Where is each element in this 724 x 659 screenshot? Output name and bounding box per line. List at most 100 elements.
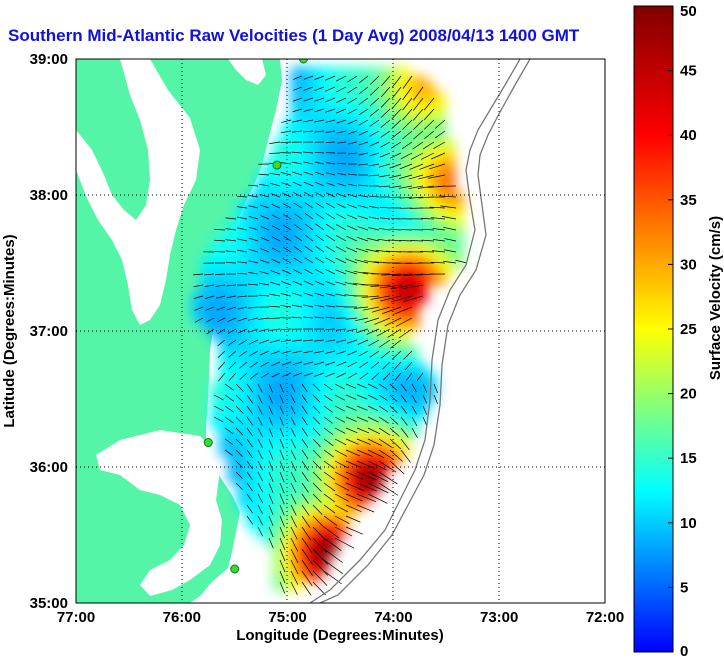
velocity-vector: [291, 304, 303, 308]
velocity-vector: [237, 261, 248, 264]
velocity-vector: [235, 427, 244, 436]
velocity-cell: [336, 76, 347, 87]
velocity-vector: [304, 268, 314, 275]
velocity-cell: [336, 508, 347, 519]
velocity-vector: [235, 460, 243, 468]
velocity-vector: [336, 224, 347, 231]
velocity-vector: [389, 394, 398, 402]
velocity-cell: [426, 85, 437, 96]
velocity-vector: [247, 317, 259, 321]
x-tick-label: 72:00: [586, 609, 624, 626]
velocity-cell: [237, 256, 248, 267]
velocity-vector: [367, 427, 381, 435]
velocity-cell: [363, 247, 374, 258]
velocity-vector: [290, 515, 298, 528]
velocity-vector: [224, 405, 234, 413]
velocity-cell: [345, 391, 356, 402]
velocity-cell: [273, 391, 284, 402]
velocity-cell: [228, 400, 239, 411]
velocity-cell: [408, 364, 419, 375]
velocity-cell: [408, 355, 419, 366]
velocity-cell: [318, 103, 329, 114]
velocity-cell: [273, 373, 284, 384]
velocity-vector: [268, 504, 274, 515]
velocity-cell: [255, 265, 266, 276]
velocity-vector: [268, 493, 274, 504]
velocity-vector: [344, 270, 358, 275]
velocity-cell: [318, 112, 329, 123]
velocity-vector: [370, 284, 391, 287]
velocity-cell: [345, 202, 356, 213]
velocity-cell: [228, 373, 239, 384]
velocity-vector: [270, 193, 281, 198]
velocity-cell: [381, 355, 392, 366]
velocity-cell: [363, 292, 374, 303]
velocity-cell: [318, 490, 329, 501]
velocity-cell: [255, 337, 266, 348]
velocity-vector: [422, 383, 428, 393]
velocity-cell: [318, 328, 329, 339]
velocity-vector: [393, 361, 402, 370]
velocity-cell: [228, 355, 239, 366]
velocity-vector: [336, 361, 347, 367]
velocity-vector: [325, 119, 336, 123]
velocity-cell: [372, 265, 383, 276]
velocity-cell: [363, 85, 374, 96]
velocity-cell: [354, 247, 365, 258]
velocity-vector: [272, 225, 281, 231]
velocity-cell: [273, 382, 284, 393]
velocity-vector: [194, 317, 204, 323]
velocity-vector: [225, 228, 237, 231]
velocity-vector: [271, 247, 281, 253]
velocity-vector: [412, 141, 424, 150]
velocity-cell: [210, 301, 221, 312]
velocity-cell: [282, 580, 293, 591]
velocity-vector: [315, 245, 325, 253]
velocity-vector: [290, 493, 297, 505]
velocity-vector: [334, 537, 355, 549]
velocity-vector: [303, 119, 314, 123]
velocity-cell: [273, 526, 284, 537]
velocity-vector: [380, 86, 391, 98]
velocity-cell: [318, 301, 329, 312]
velocity-cell: [444, 247, 455, 258]
velocity-vector: [347, 183, 358, 187]
velocity-vector: [218, 372, 226, 382]
velocity-vector: [290, 471, 297, 483]
velocity-vector: [412, 97, 424, 111]
velocity-cell: [426, 256, 437, 267]
velocity-cell: [381, 364, 392, 375]
velocity-cell: [291, 229, 302, 240]
velocity-cell: [327, 130, 338, 141]
velocity-cell: [255, 409, 266, 420]
velocity-vector: [248, 216, 259, 220]
velocity-vector: [411, 427, 418, 439]
velocity-cell: [318, 409, 329, 420]
velocity-cell: [282, 229, 293, 240]
velocity-cell: [318, 337, 329, 348]
velocity-cell: [417, 220, 428, 231]
velocity-cell: [372, 229, 383, 240]
velocity-cell: [255, 310, 266, 321]
velocity-vector: [389, 460, 405, 475]
velocity-vector: [358, 86, 369, 95]
velocity-vector: [413, 130, 424, 140]
velocity-cell: [273, 562, 284, 573]
velocity-cell: [237, 463, 248, 474]
velocity-cell: [363, 418, 374, 429]
velocity-vector: [389, 449, 403, 462]
velocity-cell: [219, 283, 230, 294]
velocity-vector: [323, 405, 333, 413]
velocity-cell: [264, 229, 275, 240]
velocity-cell: [300, 130, 311, 141]
velocity-cell: [291, 103, 302, 114]
velocity-cell: [282, 175, 293, 186]
velocity-cell: [255, 220, 266, 231]
velocity-cell: [336, 310, 347, 321]
velocity-vector: [356, 394, 368, 400]
velocity-cell: [309, 112, 320, 123]
velocity-cell: [435, 193, 446, 204]
velocity-cell: [300, 310, 311, 321]
velocity-cell: [282, 499, 293, 510]
velocity-vector: [292, 181, 303, 187]
